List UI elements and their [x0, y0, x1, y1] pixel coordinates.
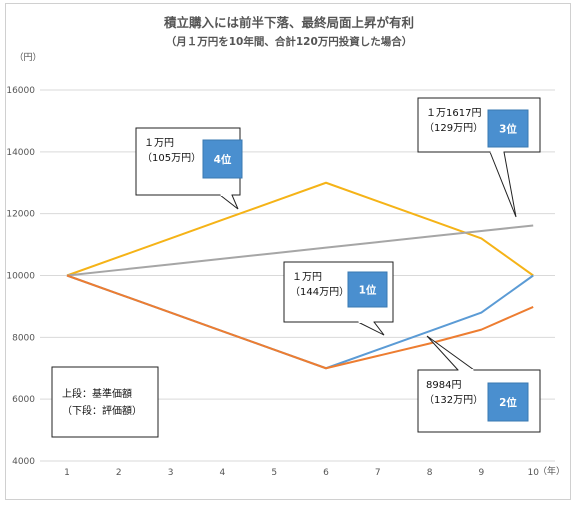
- callout-line1: １万円: [144, 138, 174, 149]
- y-tick-label: 6000: [12, 395, 35, 405]
- callout-2: １万1617円 （129万円） 3位: [417, 97, 541, 218]
- chart-title: 積立購入には前半下落、最終局面上昇が有利: [163, 15, 414, 30]
- callout-tail: [489, 151, 517, 218]
- callout-line1: １万円: [292, 272, 322, 283]
- callout-line2: （144万円）: [290, 286, 349, 298]
- y-tick-label: 14000: [6, 148, 35, 158]
- x-tick-label: 2: [116, 468, 122, 478]
- rank-badge-label: 3位: [499, 123, 517, 136]
- callout-line1: １万1617円: [426, 108, 481, 119]
- x-tick-label: 4: [220, 468, 226, 478]
- x-tick-label: 1: [64, 468, 70, 478]
- x-tick-label: 9: [479, 468, 485, 478]
- y-tick-label: 8000: [12, 333, 35, 343]
- x-tick-label: 5: [271, 468, 277, 478]
- legend-note-line2: （下段：評価額）: [62, 404, 142, 417]
- x-tick-label: 3: [168, 468, 174, 478]
- chart-subtitle: （月１万円を10年間、合計120万円投資した場合）: [166, 35, 413, 48]
- rank-badge-label: 2位: [499, 396, 517, 409]
- y-tick-label: 16000: [6, 86, 35, 96]
- x-tick-label: 8: [427, 468, 433, 478]
- y-axis-unit: （円）: [14, 52, 41, 63]
- callout-tail: [357, 321, 385, 336]
- x-axis-unit: （年）: [538, 465, 565, 477]
- rank-badge-label: 1位: [359, 284, 377, 297]
- callout-line2: （132万円）: [424, 394, 483, 406]
- callout-line2: （129万円）: [424, 122, 483, 134]
- legend-note-box: [51, 366, 159, 438]
- series-lines: [66, 181, 534, 370]
- callouts: １万円 （105万円） 4位 １万1617円 （129万円） 3位 １万円 （144万円） 1位…: [135, 97, 541, 433]
- callout-tail: [426, 335, 476, 371]
- x-tick-labels: 1 2 3 4 5 6 7 8 9 10: [64, 468, 539, 478]
- y-tick-label: 12000: [6, 210, 35, 220]
- series-line-4: [66, 274, 534, 370]
- y-tick-labels: 4000 6000 8000 10000 12000 14000 16000: [6, 86, 35, 467]
- legend-note-line1: 上段：基準価額: [62, 387, 132, 400]
- rank-badge: [347, 271, 388, 308]
- callout-tail: [218, 194, 239, 210]
- y-tick-label: 10000: [6, 272, 35, 282]
- callout-line1: 8984円: [426, 380, 461, 391]
- callout-3: １万円 （144万円） 1位: [283, 261, 394, 336]
- callout-line2: （105万円）: [142, 152, 201, 164]
- rank-badge-label: 4位: [214, 153, 232, 166]
- x-tick-label: 10: [527, 468, 539, 478]
- x-tick-label: 6: [323, 468, 329, 478]
- callout-4: 8984円 （132万円） 2位: [417, 335, 541, 433]
- rank-badge: [487, 382, 529, 422]
- rank-badge: [487, 109, 529, 148]
- y-tick-label: 4000: [12, 457, 35, 467]
- series-line-2: [66, 224, 534, 277]
- callout-1: １万円 （105万円） 4位: [135, 127, 243, 210]
- rank-badge: [202, 139, 243, 179]
- series-line-1: [66, 181, 534, 277]
- legend-note: 上段：基準価額 （下段：評価額）: [51, 366, 159, 438]
- x-tick-label: 7: [375, 468, 381, 478]
